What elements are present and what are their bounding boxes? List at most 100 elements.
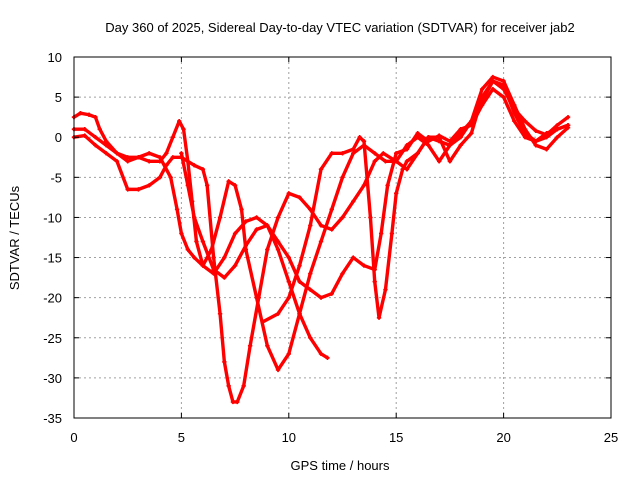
trace-segment [254, 215, 270, 228]
trace-segment [377, 287, 388, 320]
x-tick-label: 0 [70, 430, 77, 445]
y-axis-label: SDTVAR / TECUs [7, 185, 22, 290]
trace-segment [181, 127, 190, 163]
trace-segment [308, 287, 323, 300]
y-tick-label: -30 [43, 371, 62, 386]
trace-segment [104, 151, 119, 163]
chart-title: Day 360 of 2025, Sidereal Day-to-day VTE… [105, 20, 574, 35]
trace-segment [415, 135, 431, 155]
trace-segment [244, 247, 259, 300]
trace-segment [201, 263, 216, 276]
trace-segment [222, 360, 231, 388]
trace-segment [491, 87, 506, 99]
trace-segment [330, 175, 345, 212]
trace-segment [115, 151, 130, 163]
trace-segment [362, 139, 373, 220]
trace-segment [319, 151, 334, 172]
trace-segment [261, 312, 280, 324]
trace-segment [233, 243, 248, 268]
x-tick-label: 5 [178, 430, 185, 445]
trace-segment [186, 183, 196, 220]
trace-segment [147, 175, 162, 188]
trace-segment [351, 183, 366, 204]
trace-segment [241, 344, 252, 388]
trace-segment [226, 384, 235, 404]
y-tick-label: -35 [43, 411, 62, 426]
trace-segment [276, 295, 291, 316]
trace-segment [115, 159, 130, 192]
trace-segment [297, 223, 312, 268]
trace-segment [458, 119, 474, 139]
trace-segment [480, 87, 495, 107]
trace-segment [394, 167, 405, 196]
trace-segment [192, 215, 205, 244]
trace-segment [555, 115, 570, 127]
x-tick-label: 10 [282, 430, 296, 445]
y-tick-label: -5 [50, 170, 62, 185]
trace-segment [405, 151, 420, 163]
trace-segment [297, 271, 312, 316]
trace-segment [308, 336, 323, 356]
trace-segment [330, 215, 345, 232]
x-tick-label: 20 [496, 430, 510, 445]
trace-segment [319, 207, 334, 244]
data-point [565, 114, 571, 120]
trace-segment [257, 247, 270, 300]
trace-segment [385, 151, 398, 188]
trace-segment [534, 131, 549, 143]
trace-segment [192, 255, 205, 268]
trace-segment [308, 239, 323, 276]
trace-segment [297, 279, 312, 292]
trace-segment [265, 344, 280, 372]
trace-segment [368, 215, 377, 284]
trace-segment [276, 191, 291, 220]
trace-segment [379, 183, 390, 236]
trace-segment [233, 183, 244, 212]
trace-segment [373, 151, 386, 163]
trace-segment [201, 167, 209, 188]
trace-segment [330, 271, 345, 296]
axes-ticks: 0 5 10 15 20 25 -35 -30 -25 -20 -15 -10 -5 0 5 10 [43, 50, 618, 445]
grid-lines [74, 57, 611, 418]
trace-segment [448, 135, 463, 147]
trace-segment [308, 167, 323, 228]
trace-segment [235, 384, 246, 404]
trace-segment [501, 95, 517, 123]
trace-segment [415, 135, 431, 147]
trace-segment [448, 143, 463, 163]
trace-segment [211, 267, 227, 280]
trace-segment [390, 191, 398, 236]
trace-segment [501, 83, 517, 115]
trace-segment [523, 131, 538, 143]
trace-segment [351, 143, 366, 155]
trace-segment [265, 223, 280, 244]
trace-segment [480, 79, 495, 99]
trace-segment [83, 133, 98, 147]
trace-segment [373, 231, 383, 272]
trace-segment [244, 227, 259, 248]
trace-segment [373, 279, 381, 320]
trace-segment [340, 199, 355, 220]
trace-segment [211, 255, 222, 316]
trace-segment [405, 131, 420, 151]
x-tick-label: 15 [389, 430, 403, 445]
trace-segment [186, 247, 196, 260]
trace-segment [469, 95, 484, 135]
plot-frame [73, 56, 612, 419]
trace-segment [276, 247, 291, 284]
trace-segment [287, 312, 302, 356]
x-tick-label: 25 [604, 430, 618, 445]
series-track-e [260, 78, 571, 324]
trace-segment [469, 87, 484, 123]
trace-segment [218, 179, 231, 220]
x-axis-label: GPS time / hours [291, 458, 390, 473]
trace-segment [222, 263, 237, 280]
trace-segment [171, 119, 181, 139]
trace-segment [448, 127, 463, 143]
trace-segment [201, 247, 214, 268]
trace-segment [351, 135, 362, 151]
trace-segment [83, 127, 98, 139]
y-tick-label: -20 [43, 291, 62, 306]
trace-segment [276, 239, 291, 260]
